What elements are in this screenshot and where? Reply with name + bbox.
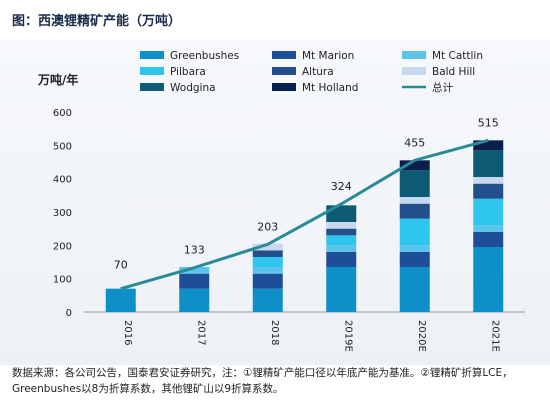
bar-segment — [473, 232, 504, 247]
legend-label: Altura — [302, 66, 334, 78]
y-tick-label: 100 — [53, 275, 72, 286]
chart-title: 图：西澳锂精矿产能（万吨） — [12, 14, 182, 29]
total-line — [120, 138, 489, 291]
bar-segment — [473, 198, 504, 226]
bar-segment — [252, 250, 283, 257]
bar-segment — [399, 245, 430, 252]
bar-segment — [326, 267, 357, 312]
bar-segment — [179, 273, 210, 289]
y-tick-label: 500 — [53, 141, 72, 152]
legend-label: 总计 — [432, 81, 453, 94]
bar-segment — [179, 288, 210, 312]
legend-label: Bald Hill — [432, 66, 475, 78]
footnote: 数据来源：各公司公告，国泰君安证券研究，注：①锂精矿产能口径以年底产能为基准。②… — [12, 367, 513, 395]
legend-label: Mt Holland — [302, 82, 358, 94]
total-data-label: 515 — [478, 116, 499, 129]
bar-segment — [473, 177, 504, 184]
bar-segment — [473, 183, 504, 199]
bar-segment — [252, 257, 283, 267]
legend-label: Pilbara — [170, 66, 206, 78]
legend-label: Mt Marion — [302, 50, 354, 62]
bar-segment — [326, 222, 357, 229]
legend-swatch — [402, 67, 426, 75]
legend-swatch — [140, 67, 164, 75]
bar-segment — [326, 205, 357, 222]
bar-segment — [326, 235, 357, 246]
bar-segment — [399, 267, 430, 312]
bar-segment — [473, 150, 504, 177]
total-data-label: 455 — [404, 136, 425, 149]
bar-segment — [326, 228, 357, 236]
y-tick-label: 0 — [66, 308, 72, 319]
bar-segment — [326, 245, 357, 252]
y-tick-label: 600 — [53, 108, 72, 119]
total-data-label: 324 — [331, 180, 352, 193]
bar-segment — [252, 267, 283, 274]
legend-swatch — [272, 83, 296, 91]
x-tick-label: 2018 — [269, 320, 280, 345]
y-tick-label: 200 — [53, 241, 72, 252]
bar-segment — [399, 160, 430, 171]
total-data-label: 70 — [114, 259, 128, 272]
bar-segment — [252, 288, 283, 312]
total-data-label: 203 — [257, 220, 278, 233]
x-tick-label: 2017 — [195, 320, 206, 345]
legend-label: Greenbushes — [170, 50, 239, 62]
legend-swatch — [272, 67, 296, 75]
x-tick-label: 2021E — [489, 320, 500, 352]
bar-segment — [399, 197, 430, 204]
legend-swatch — [272, 51, 296, 59]
x-tick-label: 2019E — [342, 320, 353, 352]
x-tick-label: 2020E — [416, 320, 427, 352]
bar-segment — [326, 252, 357, 267]
legend-label: Mt Cattlin — [432, 50, 483, 62]
bar-segment — [252, 243, 283, 251]
bar-segment — [252, 273, 283, 289]
legend-swatch — [140, 83, 164, 91]
legend-swatch — [140, 51, 164, 59]
legend-label: Wodgina — [170, 82, 216, 94]
chart-svg: Greenbushes Mt Marion Mt Cattlin Pilbara Alt… — [37, 50, 525, 352]
y-tick-label: 300 — [53, 208, 72, 219]
x-tick-label: 2016 — [122, 320, 133, 345]
bar-segment — [399, 252, 430, 267]
legend-swatch — [402, 51, 426, 59]
bar-segment — [399, 203, 430, 219]
title-bar: 图：西澳锂精矿产能（万吨） — [0, 0, 550, 34]
bar-segment — [399, 218, 430, 246]
y-tick-label: 400 — [53, 175, 72, 186]
bar-segment — [473, 140, 504, 151]
bar-segment — [179, 267, 210, 274]
bar-segment — [473, 225, 504, 232]
bar-segment — [399, 170, 430, 197]
bar-segment — [105, 288, 136, 312]
bar-segment — [473, 247, 504, 312]
y-axis-label: 万吨/年 — [37, 72, 78, 87]
total-data-label: 133 — [184, 244, 205, 257]
